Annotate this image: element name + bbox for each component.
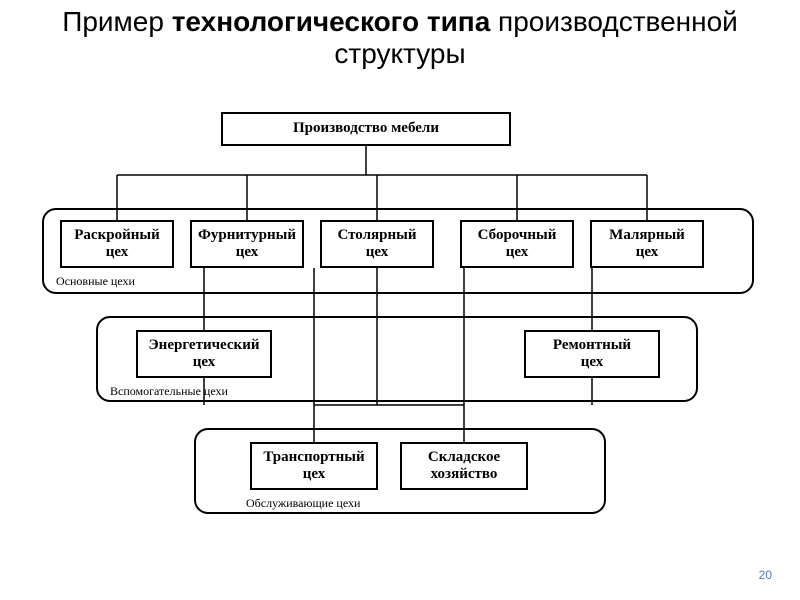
primary-1-l1: Фурнитурный: [198, 227, 296, 244]
aux-0-l1: Энергетический: [149, 337, 260, 354]
primary-4-l1: Малярный: [609, 227, 685, 244]
primary-3-l2: цех: [506, 244, 529, 261]
group-aux-label: Вспомогательные цехи: [110, 384, 228, 399]
primary-box-0: Раскройный цех: [60, 220, 174, 268]
service-0-l2: цех: [303, 466, 326, 483]
service-1-l2: хозяйство: [431, 466, 498, 483]
primary-2-l2: цех: [366, 244, 389, 261]
primary-4-l2: цех: [636, 244, 659, 261]
root-label: Производство мебели: [293, 120, 439, 137]
aux-box-1: Ремонтный цех: [524, 330, 660, 378]
primary-3-l1: Сборочный: [478, 227, 557, 244]
service-0-l1: Транспортный: [263, 449, 364, 466]
page-number: 20: [759, 568, 772, 582]
primary-2-l1: Столярный: [338, 227, 417, 244]
primary-box-4: Малярный цех: [590, 220, 704, 268]
service-box-1: Складское хозяйство: [400, 442, 528, 490]
primary-1-l2: цех: [236, 244, 259, 261]
primary-0-l1: Раскройный: [74, 227, 159, 244]
service-box-0: Транспортный цех: [250, 442, 378, 490]
primary-box-3: Сборочный цех: [460, 220, 574, 268]
org-diagram: Производство мебели Основные цехи Раскро…: [0, 0, 800, 600]
aux-box-0: Энергетический цех: [136, 330, 272, 378]
primary-0-l2: цех: [106, 244, 129, 261]
root-box: Производство мебели: [221, 112, 511, 146]
group-primary-label: Основные цехи: [56, 274, 135, 289]
aux-1-l2: цех: [581, 354, 604, 371]
aux-0-l2: цех: [193, 354, 216, 371]
primary-box-1: Фурнитурный цех: [190, 220, 304, 268]
service-1-l1: Складское: [428, 449, 500, 466]
group-service-label: Обслуживающие цехи: [246, 496, 360, 511]
aux-1-l1: Ремонтный: [553, 337, 631, 354]
primary-box-2: Столярный цех: [320, 220, 434, 268]
